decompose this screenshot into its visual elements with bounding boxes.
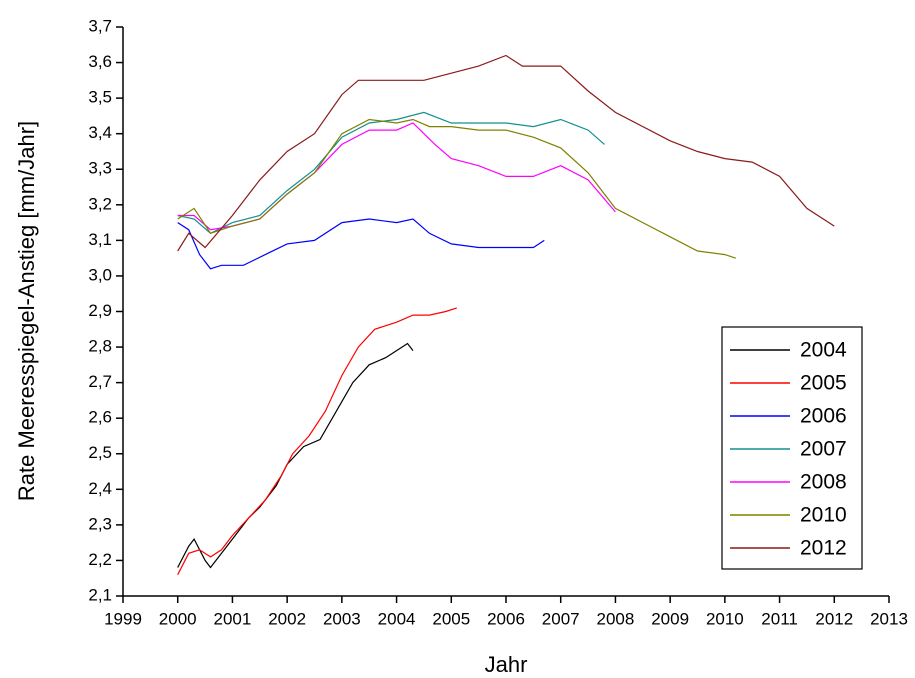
y-tick-label: 2,1: [88, 585, 112, 604]
y-tick-label: 3,4: [88, 123, 112, 142]
x-tick-label: 2007: [542, 609, 580, 628]
legend-entry: 2005: [800, 372, 847, 395]
x-tick-label: 2002: [268, 609, 306, 628]
x-tick-label: 1999: [104, 609, 142, 628]
y-tick-label: 3,1: [88, 230, 112, 249]
y-tick-label: 3,7: [88, 16, 112, 35]
y-axis-title: Rate Meeresspiegel-Anstieg [mm/Jahr]: [14, 121, 39, 501]
line-series: [177, 118, 736, 259]
x-tick-label: 2013: [870, 609, 908, 628]
x-tick-label: 2000: [159, 609, 197, 628]
legend-entry: 2010: [800, 504, 847, 527]
y-tick-label: 3,5: [88, 88, 112, 107]
legend-entry: 2006: [800, 405, 847, 428]
x-tick-label: 2005: [432, 609, 470, 628]
y-tick-label: 2,4: [88, 479, 112, 498]
line-series: [177, 54, 835, 252]
x-tick-label: 2008: [597, 609, 635, 628]
legend-box: [721, 326, 863, 570]
legend-entry: 2004: [800, 339, 847, 362]
y-tick-label: 3,2: [88, 194, 112, 213]
y-tick-label: 2,3: [88, 514, 112, 533]
x-tick-label: 2004: [378, 609, 416, 628]
x-tick-label: 2001: [214, 609, 252, 628]
x-tick-label: 2006: [487, 609, 525, 628]
legend-entry: 2012: [800, 537, 847, 560]
y-tick-label: 2,6: [88, 408, 112, 427]
y-tick-label: 3,3: [88, 159, 112, 178]
y-tick-label: 2,8: [88, 337, 112, 356]
x-tick-label: 2009: [651, 609, 689, 628]
y-tick-label: 2,9: [88, 301, 112, 320]
y-tick-label: 2,2: [88, 550, 112, 569]
y-tick-label: 2,5: [88, 443, 112, 462]
legend-entry: 2007: [800, 438, 847, 461]
x-tick-label: 2010: [706, 609, 744, 628]
y-tick-label: 2,7: [88, 372, 112, 391]
x-tick-label: 2003: [323, 609, 361, 628]
line-series: [177, 218, 545, 270]
line-series: [177, 122, 616, 231]
y-tick-label: 3,6: [88, 52, 112, 71]
legend-entry: 2008: [800, 471, 847, 494]
line-series: [177, 342, 414, 569]
x-tick-label: 2011: [761, 609, 798, 628]
line-series: [177, 307, 457, 575]
x-axis-title: Jahr: [485, 652, 528, 677]
y-tick-label: 3,0: [88, 265, 112, 284]
x-tick-label: 2012: [815, 609, 853, 628]
